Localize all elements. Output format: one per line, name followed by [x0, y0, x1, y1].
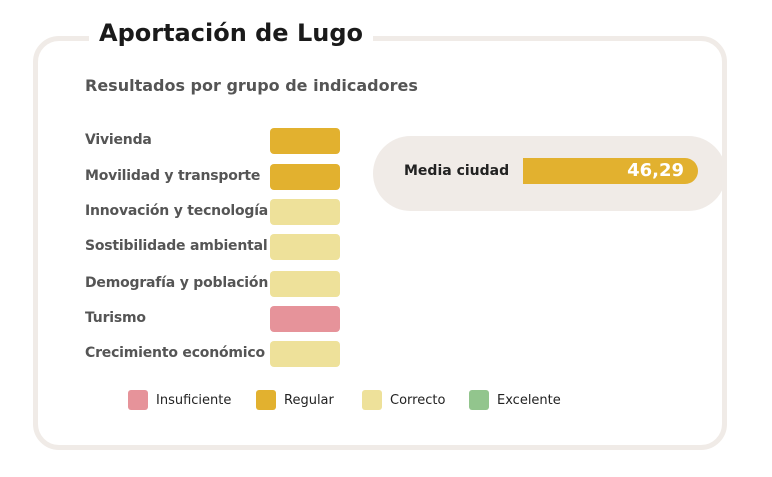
indicator-row-vivienda: Vivienda	[85, 128, 345, 154]
indicator-label: Innovación y tecnología	[85, 203, 269, 219]
indicator-rating-swatch	[270, 306, 340, 332]
indicator-label: Crecimiento económico	[85, 345, 265, 361]
city-average-label: Media ciudad	[404, 163, 510, 179]
indicator-rating-swatch	[270, 199, 340, 225]
indicator-rating-swatch	[270, 164, 340, 190]
indicator-row-sostibilidade: Sostibilidade ambiental	[85, 234, 345, 260]
legend-label: Regular	[284, 393, 334, 408]
indicator-label: Demografía y población	[85, 275, 269, 291]
indicator-label: Sostibilidade ambiental	[85, 238, 268, 254]
legend-label: Insuficiente	[156, 393, 232, 408]
legend-label: Excelente	[497, 393, 561, 408]
indicator-rating-swatch	[270, 128, 340, 154]
indicator-row-innovacion: Innovación y tecnología	[85, 199, 345, 225]
legend-label: Correcto	[390, 393, 446, 408]
results-card	[33, 36, 727, 450]
indicator-label: Movilidad y transporte	[85, 168, 261, 184]
city-average-panel: Media ciudad 46,29	[373, 136, 726, 211]
city-average-bar: 46,29	[523, 158, 698, 184]
indicator-row-turismo: Turismo	[85, 306, 345, 332]
indicator-label: Turismo	[85, 310, 146, 326]
card-title: Aportación de Lugo	[89, 16, 373, 50]
legend-swatch	[469, 390, 489, 410]
indicator-rating-swatch	[270, 341, 340, 367]
legend-swatch	[256, 390, 276, 410]
indicator-row-movilidad: Movilidad y transporte	[85, 164, 345, 190]
legend-swatch	[128, 390, 148, 410]
legend-swatch	[362, 390, 382, 410]
indicator-rating-swatch	[270, 234, 340, 260]
indicator-label: Vivienda	[85, 132, 152, 148]
city-average-value: 46,29	[627, 160, 684, 181]
indicator-row-crecimiento: Crecimiento económico	[85, 341, 345, 367]
card-subtitle: Resultados por grupo de indicadores	[85, 76, 418, 95]
indicator-row-demografia: Demografía y población	[85, 271, 345, 297]
indicator-rating-swatch	[270, 271, 340, 297]
